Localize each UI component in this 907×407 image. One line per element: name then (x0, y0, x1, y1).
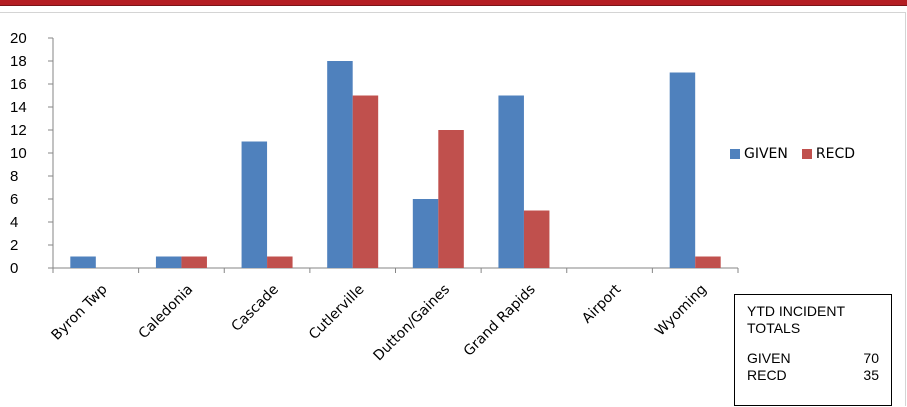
y-axis: 0 2 4 6 8 10 12 14 16 18 20 (10, 30, 54, 277)
bar-recd (181, 256, 207, 268)
bar-given (327, 61, 353, 268)
totals-value-given: 70 (863, 350, 879, 366)
bar-given (669, 72, 696, 268)
legend: GIVEN RECD (730, 146, 869, 162)
y-tick-label: 8 (10, 168, 18, 185)
totals-value-recd: 35 (863, 367, 879, 383)
y-tick-label: 12 (10, 122, 27, 139)
category-label: Cascade (229, 282, 282, 335)
legend-item-given: GIVEN (730, 146, 788, 162)
legend-label-given: GIVEN (744, 146, 788, 162)
chart-frame (0, 12, 906, 406)
category-label: Grand Rapids (461, 282, 539, 360)
totals-row-recd: RECD 35 (747, 367, 879, 384)
bar-recd (352, 95, 379, 268)
category-label: Dutton/Gaines (370, 282, 453, 365)
y-tick-label: 16 (10, 76, 27, 93)
ytd-totals-box: YTD INCIDENT TOTALS GIVEN 70 RECD 35 (734, 294, 892, 406)
y-tick-label: 20 (10, 30, 27, 47)
bar-recd (267, 256, 293, 268)
category-labels: Byron Twp Caledonia Cascade Cutlerville Dutt… (49, 281, 710, 364)
category-label: Cutlerville (306, 282, 367, 343)
category-label: Airport (579, 281, 625, 327)
bars (70, 61, 721, 268)
totals-title: YTD INCIDENT TOTALS (747, 303, 845, 336)
bar-given (70, 256, 96, 268)
y-tick-label: 18 (10, 53, 27, 70)
y-tick-label: 6 (10, 191, 18, 208)
category-label: Caledonia (136, 282, 197, 343)
category-label: Wyoming (652, 282, 710, 340)
bar-recd (523, 210, 550, 268)
category-label: Byron Twp (49, 281, 111, 343)
totals-row-given: GIVEN 70 (747, 350, 879, 367)
bar-given (155, 256, 182, 268)
legend-label-recd: RECD (815, 146, 856, 162)
y-tick-label: 0 (10, 260, 18, 277)
bar-recd (695, 256, 721, 268)
legend-swatch-given (730, 149, 740, 159)
bar-given (412, 199, 439, 268)
y-tick-label: 2 (10, 237, 18, 254)
header-rule-shadow (0, 5, 907, 6)
totals-label-given: GIVEN (747, 350, 791, 366)
legend-swatch-recd (801, 149, 812, 159)
x-axis (52, 267, 739, 273)
bar-recd (438, 130, 464, 268)
bar-given (241, 141, 268, 268)
header-rule (0, 0, 907, 5)
y-tick-label: 14 (10, 99, 27, 116)
legend-item-recd: RECD (801, 146, 856, 162)
y-tick-label: 4 (10, 214, 18, 231)
bar-given (498, 95, 524, 268)
totals-label-recd: RECD (747, 367, 787, 383)
y-tick-label: 10 (10, 145, 27, 162)
